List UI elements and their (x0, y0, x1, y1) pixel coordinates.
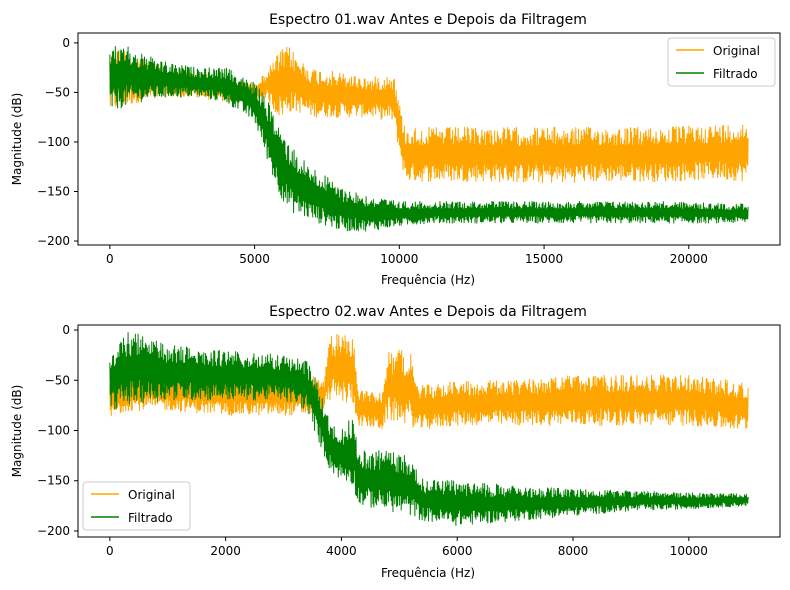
chart-1-x-tick-label: 0 (106, 252, 114, 266)
chart-1-x-tick-label: 10000 (380, 252, 418, 266)
chart-1: Espectro 01.wav Antes e Depois da Filtra… (10, 12, 781, 287)
chart-2-x-tick-label: 6000 (442, 544, 473, 558)
chart-2-marks (109, 332, 749, 526)
chart-2-y-tick-label: −100 (37, 423, 70, 437)
chart-2-x-ticks: 0 2000 4000 6000 8000 10000 (106, 537, 708, 558)
chart-2-y-ticks: 0 −50 −100 −150 −200 (37, 323, 78, 538)
chart-2: Espectro 02.wav Antes e Depois da Filtra… (10, 304, 781, 580)
chart-2-y-tick-label: −200 (37, 524, 70, 538)
chart-1-y-tick-label: −150 (37, 185, 70, 199)
chart-1-y-tick-label: −100 (37, 135, 70, 149)
chart-2-x-tick-label: 0 (106, 544, 114, 558)
chart-1-frame (77, 32, 781, 246)
chart-2-y-axis-label: Magnitude (dB) (10, 385, 24, 478)
chart-2-y-tick-label: −50 (45, 373, 70, 387)
chart-2-legend: Original Filtrado (82, 481, 191, 531)
chart-1-series-filtrado-line (109, 46, 749, 232)
chart-1-y-ticks: 0 −50 −100 −150 −200 (37, 36, 78, 248)
chart-2-title: Espectro 02.wav Antes e Depois da Filtra… (269, 304, 587, 320)
chart-1-x-axis-label: Frequência (Hz) (381, 273, 475, 287)
chart-1-title: Espectro 01.wav Antes e Depois da Filtra… (269, 12, 587, 28)
chart-2-x-tick-label: 4000 (326, 544, 357, 558)
chart-1-y-tick-label: −200 (37, 234, 70, 248)
chart-2-y-tick-label: −150 (37, 474, 70, 488)
chart-1-x-tick-label: 20000 (670, 252, 708, 266)
chart-2-legend-original-label: Original (128, 488, 175, 502)
chart-2-series-original-line (109, 334, 749, 430)
chart-2-x-tick-label: 2000 (210, 544, 241, 558)
chart-2-x-tick-label: 10000 (670, 544, 708, 558)
chart-1-x-tick-label: 5000 (239, 252, 270, 266)
chart-1-x-ticks: 0 5000 10000 15000 20000 (106, 245, 708, 266)
chart-1-y-tick-label: 0 (62, 36, 70, 50)
chart-1-y-tick-label: −50 (45, 85, 70, 99)
chart-1-legend-original-label: Original (713, 44, 760, 58)
chart-2-series-filtrado-line (109, 332, 749, 526)
chart-1-x-tick-label: 15000 (525, 252, 563, 266)
chart-2-x-tick-label: 8000 (558, 544, 589, 558)
chart-1-legend-filtrado-label: Filtrado (713, 67, 758, 81)
chart-1-y-axis-label: Magnitude (dB) (10, 93, 24, 186)
chart-2-legend-filtrado-label: Filtrado (128, 511, 173, 525)
chart-2-x-axis-label: Frequência (Hz) (381, 566, 475, 580)
chart-1-legend: Original Filtrado (667, 37, 776, 87)
chart-1-marks (109, 46, 749, 232)
chart-2-frame (77, 324, 781, 538)
chart-2-y-tick-label: 0 (62, 323, 70, 337)
